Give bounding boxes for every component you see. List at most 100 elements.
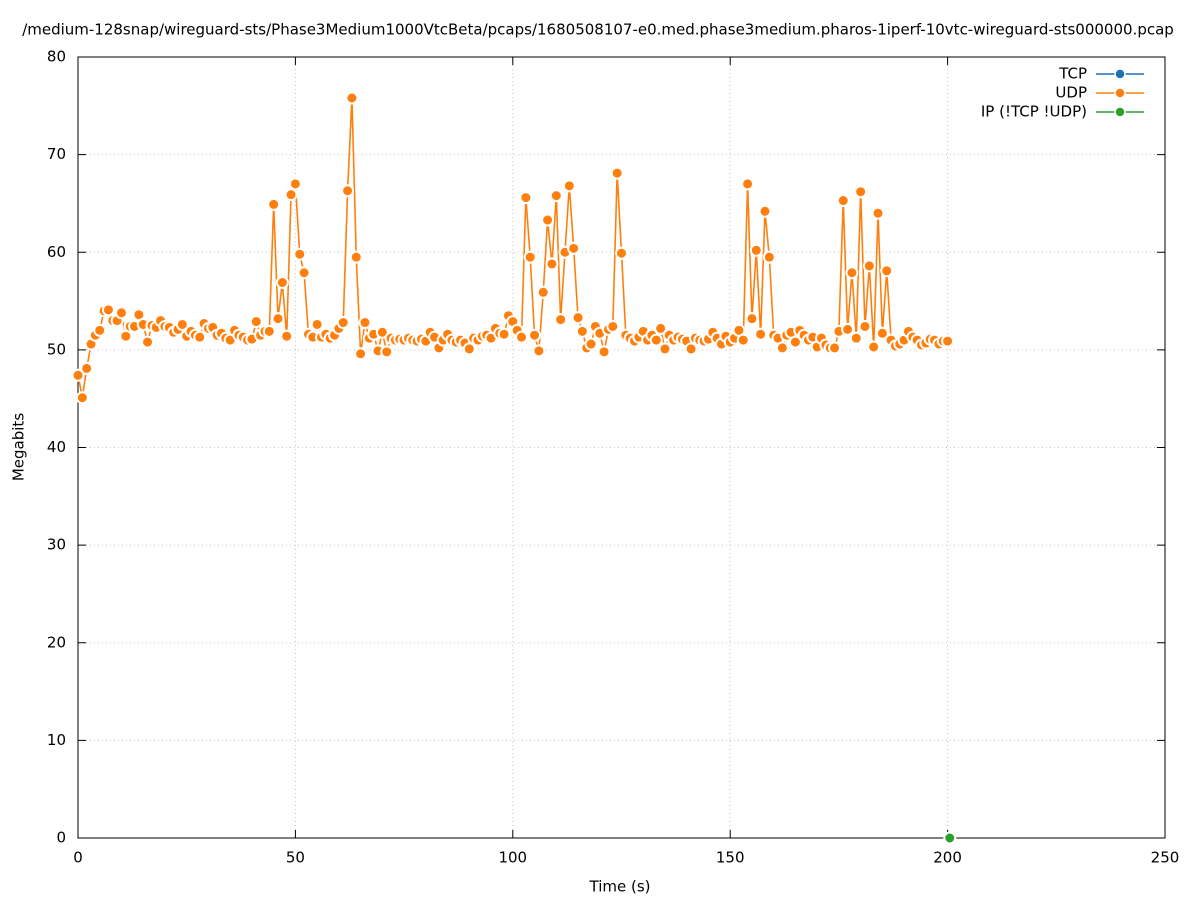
data-point (141, 335, 155, 349)
legend-label: UDP (1055, 84, 1087, 102)
data-point (871, 206, 885, 220)
data-point (741, 177, 755, 191)
data-point (854, 185, 868, 199)
data-point (275, 276, 289, 290)
data-point (71, 368, 85, 382)
data-point (523, 250, 537, 264)
data-point (749, 243, 763, 257)
data-point (875, 326, 889, 340)
data-point (567, 241, 581, 255)
data-point (341, 184, 355, 198)
data-point (193, 330, 207, 344)
data-point (788, 335, 802, 349)
data-point (858, 319, 872, 333)
y-tick-label: 60 (47, 243, 66, 261)
legend-point (1114, 68, 1126, 80)
data-point (349, 250, 363, 264)
data-point (654, 321, 668, 335)
x-tick-label: 100 (498, 849, 527, 867)
data-point (610, 166, 624, 180)
data-point (528, 328, 542, 342)
data-point (684, 342, 698, 356)
data-point (649, 333, 663, 347)
data-point (584, 337, 598, 351)
y-tick-label: 30 (47, 536, 66, 554)
legend-point (1114, 87, 1126, 99)
data-point (497, 327, 511, 341)
y-tick-label: 20 (47, 633, 66, 651)
data-point (101, 303, 115, 317)
data-point (658, 342, 672, 356)
y-tick-label: 10 (47, 731, 66, 749)
data-point (606, 319, 620, 333)
data-point (615, 246, 628, 260)
data-point (336, 316, 350, 330)
data-point (554, 313, 568, 327)
x-tick-label: 150 (716, 849, 745, 867)
data-point (545, 257, 559, 271)
data-point (575, 324, 589, 338)
x-tick-label: 200 (933, 849, 962, 867)
data-point (380, 345, 394, 359)
data-point (532, 344, 546, 358)
data-point (280, 329, 294, 343)
x-tick-label: 250 (1151, 849, 1180, 867)
data-point (514, 330, 528, 344)
x-tick-label: 50 (286, 849, 305, 867)
data-point (375, 325, 389, 339)
x-tick-label: 0 (73, 849, 83, 867)
data-point (862, 259, 876, 273)
plot-border (77, 56, 1166, 839)
data-point (845, 266, 859, 280)
x-axis-label: Time (s) (589, 878, 651, 896)
y-tick-label: 80 (47, 48, 66, 66)
data-point (249, 315, 263, 329)
data-point (836, 194, 850, 208)
data-point (758, 204, 772, 218)
data-point (828, 341, 842, 355)
data-point (345, 91, 359, 105)
data-point (762, 250, 776, 264)
data-point (271, 312, 285, 326)
data-point (93, 323, 107, 337)
data-point (80, 361, 94, 375)
chart-title: /medium-128snap/wireguard-sts/Phase3Medi… (22, 21, 1174, 39)
data-point (262, 324, 276, 338)
y-tick-label: 50 (47, 340, 66, 358)
legend-label: TCP (1058, 65, 1087, 83)
data-point (541, 213, 555, 227)
data-point (841, 322, 855, 336)
data-point (775, 341, 789, 355)
data-point (354, 347, 368, 361)
y-axis-label: Megabits (10, 413, 28, 481)
legend-label: IP (!TCP !UDP) (981, 103, 1087, 121)
data-point (736, 333, 750, 347)
data-point (754, 327, 768, 341)
data-point (880, 264, 894, 278)
data-point (519, 191, 533, 205)
data-point (941, 334, 955, 348)
data-point (267, 197, 281, 211)
data-point (867, 340, 881, 354)
data-point (571, 311, 585, 325)
data-point (358, 316, 372, 330)
data-point (462, 342, 476, 356)
y-tick-label: 40 (47, 438, 66, 456)
data-point (293, 247, 307, 261)
legend-point (1114, 106, 1126, 118)
data-point (297, 266, 311, 280)
data-point (849, 331, 863, 345)
data-point (288, 177, 302, 191)
data-point (597, 345, 611, 359)
data-point (549, 189, 563, 203)
y-tick-label: 0 (56, 829, 66, 847)
data-point (175, 317, 189, 331)
data-point (114, 306, 128, 320)
data-point (562, 179, 576, 193)
y-tick-label: 70 (47, 145, 66, 163)
data-point (536, 285, 550, 299)
data-point (284, 188, 298, 202)
data-point (310, 317, 324, 331)
